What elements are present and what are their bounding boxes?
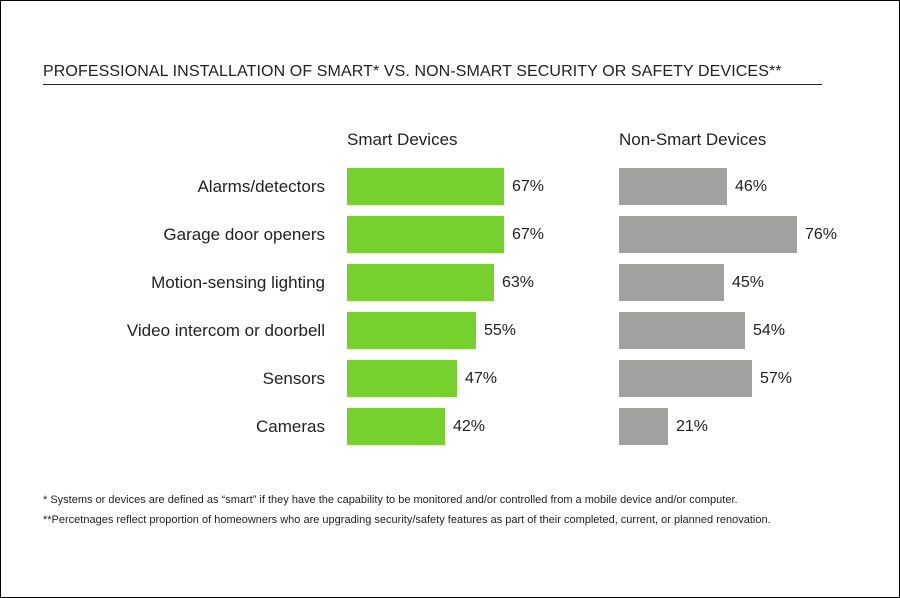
value-label-smart-devices-garage-door-openers: 67%: [512, 226, 545, 243]
value-label-non-smart-devices-cameras: 21%: [676, 418, 709, 435]
bar-smart-devices-sensors: [347, 360, 457, 397]
bar-smart-devices-cameras: [347, 408, 445, 445]
series-header-smart: Smart Devices: [347, 130, 458, 149]
category-label-garage-door-openers: Garage door openers: [163, 225, 325, 244]
value-label-smart-devices-motion-sensing-lighting: 63%: [502, 274, 535, 291]
bar-smart-devices-alarms-detectors: [347, 168, 504, 205]
value-label-smart-devices-cameras: 42%: [453, 418, 486, 435]
bar-non-smart-devices-garage-door-openers: [619, 216, 797, 253]
series-header-non-smart: Non-Smart Devices: [619, 130, 767, 149]
value-label-smart-devices-video-intercom-or-doorbell: 55%: [484, 322, 517, 339]
bar-non-smart-devices-cameras: [619, 408, 668, 445]
chart-title: PROFESSIONAL INSTALLATION OF SMART* VS. …: [43, 63, 782, 80]
bar-smart-devices-motion-sensing-lighting: [347, 264, 494, 301]
category-label-video-intercom-or-doorbell: Video intercom or doorbell: [126, 321, 325, 340]
value-label-non-smart-devices-video-intercom-or-doorbell: 54%: [753, 322, 786, 339]
bar-non-smart-devices-motion-sensing-lighting: [619, 264, 724, 301]
value-label-non-smart-devices-sensors: 57%: [760, 370, 793, 387]
category-label-sensors: Sensors: [262, 369, 325, 388]
category-label-motion-sensing-lighting: Motion-sensing lighting: [151, 273, 325, 292]
value-label-smart-devices-alarms-detectors: 67%: [512, 178, 545, 195]
title-underline: [43, 84, 822, 85]
value-label-non-smart-devices-motion-sensing-lighting: 45%: [732, 274, 765, 291]
footnote-smart-definition: * Systems or devices are defined as “sma…: [43, 494, 738, 506]
category-label-alarms-detectors: Alarms/detectors: [197, 177, 325, 196]
category-label-cameras: Cameras: [256, 417, 325, 436]
footnote-percentages: **Percetnages reflect proportion of home…: [43, 514, 771, 526]
bar-non-smart-devices-alarms-detectors: [619, 168, 727, 205]
value-label-non-smart-devices-garage-door-openers: 76%: [805, 226, 838, 243]
bar-non-smart-devices-sensors: [619, 360, 752, 397]
value-label-smart-devices-sensors: 47%: [465, 370, 498, 387]
bar-smart-devices-video-intercom-or-doorbell: [347, 312, 476, 349]
bar-non-smart-devices-video-intercom-or-doorbell: [619, 312, 745, 349]
bar-smart-devices-garage-door-openers: [347, 216, 504, 253]
value-label-non-smart-devices-alarms-detectors: 46%: [735, 178, 768, 195]
